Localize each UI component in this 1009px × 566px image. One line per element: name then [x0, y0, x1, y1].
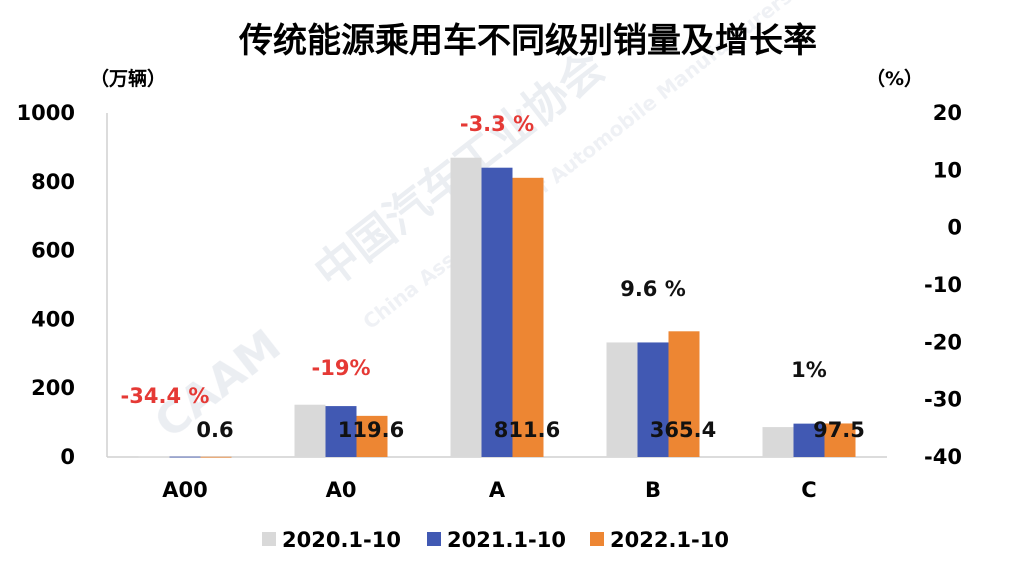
right-tick-label: -30: [924, 388, 962, 412]
growth-label: 1%: [791, 358, 827, 382]
bar-C-2021.1-10: [793, 423, 825, 457]
chart-title: 传统能源乘用车不同级别销量及增长率: [238, 21, 817, 61]
legend: 2020.1-10 2021.1-10 2022.1-10: [262, 528, 729, 552]
bar-A-2022.1-10: [512, 177, 544, 457]
legend-label: 2022.1-10: [610, 528, 729, 552]
growth-label: -3.3 %: [460, 112, 534, 136]
bar-B-2022.1-10: [668, 331, 700, 457]
bar-A0-2022.1-10: [356, 415, 388, 457]
bar-B-2021.1-10: [637, 342, 669, 457]
left-tick-label: 400: [31, 307, 75, 331]
left-tick-label: 0: [60, 445, 75, 469]
legend-swatch: [262, 532, 276, 546]
bar-A00-2021.1-10: [169, 456, 201, 458]
legend-label: 2020.1-10: [282, 528, 401, 552]
left-axis-ticks: 0 200 400 600 800 1000: [17, 101, 75, 469]
left-tick-label: 800: [31, 170, 75, 194]
bar-A00-2020.1-10: [138, 456, 170, 458]
growth-label: -19%: [312, 356, 371, 380]
right-tick-label: 20: [933, 101, 962, 125]
right-tick-label: 0: [947, 216, 962, 240]
value-label: 811.6: [494, 418, 560, 442]
value-label: 0.6: [196, 418, 233, 442]
bars: [138, 157, 856, 458]
bar-B-2020.1-10: [606, 342, 638, 457]
right-axis-unit: （%）: [866, 67, 923, 90]
bar-A0-2021.1-10: [325, 406, 357, 457]
bar-C-2020.1-10: [762, 427, 794, 457]
legend-swatch: [590, 532, 604, 546]
bar-A0-2020.1-10: [294, 404, 326, 457]
right-axis-ticks: -40 -30 -20 -10 0 10 20: [924, 101, 962, 469]
right-tick-label: -20: [924, 330, 962, 354]
value-label: 119.6: [338, 418, 404, 442]
left-tick-label: 1000: [17, 101, 75, 125]
bar-C-2022.1-10: [824, 423, 856, 457]
value-label: 97.5: [813, 418, 865, 442]
value-labels: 0.6 119.6 811.6 365.4 97.5: [196, 418, 865, 442]
growth-label: -34.4 %: [121, 384, 210, 408]
right-tick-label: -10: [924, 273, 962, 297]
bar-A-2020.1-10: [450, 157, 482, 457]
bar-A00-2022.1-10: [200, 456, 232, 458]
bar-A-2021.1-10: [481, 167, 513, 458]
category-label: A: [489, 478, 506, 502]
legend-swatch: [427, 532, 441, 546]
legend-label: 2021.1-10: [447, 528, 566, 552]
growth-label: 9.6 %: [620, 277, 686, 301]
left-tick-label: 200: [31, 376, 75, 400]
left-tick-label: 600: [31, 239, 75, 263]
category-labels: A00 A0 A B C: [162, 478, 816, 502]
category-label: A0: [326, 478, 357, 502]
category-label: C: [801, 478, 816, 502]
right-tick-label: 10: [933, 158, 962, 182]
right-tick-label: -40: [924, 445, 962, 469]
growth-labels: -34.4 % -19% -3.3 % 9.6 % 1%: [121, 112, 827, 408]
value-label: 365.4: [650, 418, 716, 442]
category-label: B: [645, 478, 661, 502]
left-axis-unit: （万辆）: [90, 67, 166, 90]
category-label: A00: [162, 478, 207, 502]
